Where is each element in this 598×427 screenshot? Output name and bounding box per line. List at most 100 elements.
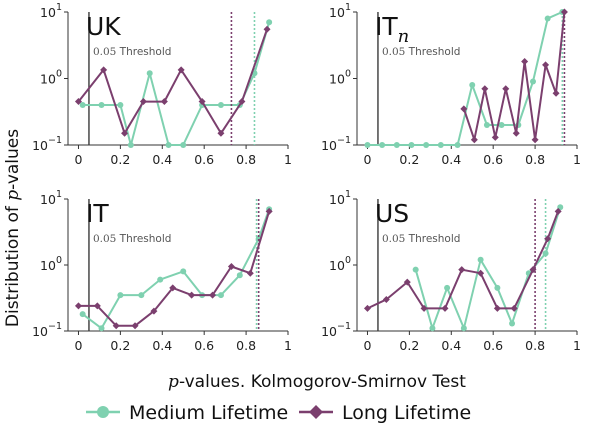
data-point: [470, 136, 478, 144]
x-tick-label: 0: [74, 152, 82, 167]
data-point: [552, 89, 560, 97]
data-point: [542, 61, 550, 69]
y-tick-label: 101: [329, 189, 351, 207]
series-long-lifetime: [74, 12, 271, 145]
panel-title: ITn: [375, 12, 409, 47]
x-tick-label: 0.2: [110, 338, 130, 353]
panel-uk: 0 0.2 0.4 0.6 0.8 1 10−1 100 101 0.05 Threshold UK: [32, 2, 292, 167]
x-tick-label: 1: [284, 338, 292, 353]
x-tick-label: 0.8: [525, 338, 545, 353]
data-point: [403, 278, 411, 286]
series-long-lifetime: [460, 8, 568, 145]
data-point: [408, 142, 415, 148]
x-tick-label: 0.2: [399, 152, 419, 167]
data-point: [100, 66, 108, 74]
x-tick-label: 0.6: [483, 338, 503, 353]
data-point: [530, 78, 536, 85]
data-point: [441, 304, 449, 312]
y-tick-label: 100: [329, 255, 351, 273]
data-point: [491, 133, 499, 141]
legend-label: Medium Lifetime: [129, 402, 288, 424]
data-point: [217, 292, 224, 299]
x-tick-label: 0.6: [194, 338, 214, 353]
data-point: [423, 142, 430, 148]
x-tick-label: 0.8: [525, 152, 545, 167]
y-tick-label: 100: [40, 255, 62, 273]
data-point: [93, 302, 101, 310]
legend-item-long-lifetime: Long Lifetime: [299, 402, 471, 424]
x-tick-label: 0.6: [483, 152, 503, 167]
data-point: [157, 276, 164, 283]
data-point: [165, 142, 172, 148]
series-line: [414, 206, 562, 330]
data-point: [246, 269, 254, 277]
data-point: [266, 19, 273, 26]
y-tick-label: 10−1: [32, 135, 62, 153]
data-point: [121, 129, 129, 137]
data-point: [481, 85, 489, 93]
data-point: [117, 292, 124, 299]
threshold-label: 0.05 Threshold: [93, 233, 171, 245]
x-tick-label: 0.2: [110, 152, 130, 167]
x-tick-label: 0: [363, 338, 371, 353]
panel-title: US: [375, 199, 409, 228]
panel-us: 0 0.2 0.4 0.6 0.8 1 10−1 100 101 0.05 Threshold US: [321, 189, 581, 353]
legend: Medium Lifetime Long Lifetime: [86, 402, 471, 424]
threshold-label: 0.05 Threshold: [382, 233, 460, 245]
data-point: [198, 98, 206, 106]
data-point: [460, 325, 467, 332]
data-point: [542, 250, 549, 257]
data-point: [509, 320, 516, 327]
series-medium-lifetime: [364, 9, 566, 148]
data-point: [364, 142, 371, 148]
data-point: [544, 15, 551, 22]
data-point: [529, 266, 537, 274]
data-point: [437, 142, 444, 148]
data-point: [227, 262, 235, 270]
data-point: [363, 304, 371, 312]
data-point: [460, 105, 468, 113]
series-long-lifetime: [363, 199, 562, 331]
data-point: [502, 85, 510, 93]
series-line: [77, 28, 268, 135]
data-point: [544, 235, 552, 243]
data-point: [177, 66, 185, 74]
data-point: [74, 98, 82, 106]
data-point: [379, 142, 386, 148]
x-tick-label: 0.8: [236, 338, 256, 353]
y-tick-label: 100: [329, 69, 351, 87]
data-point: [236, 272, 243, 279]
data-point: [180, 142, 187, 148]
data-point: [454, 142, 461, 148]
x-tick-label: 0.4: [441, 152, 461, 167]
panel-itn: 0 0.2 0.4 0.6 0.8 1 10−1 100 101 0.05 ThresholdIT…: [321, 2, 581, 167]
data-point: [493, 304, 501, 312]
data-point: [420, 304, 428, 312]
x-tick-label: 0.2: [399, 338, 419, 353]
x-tick-label: 1: [573, 152, 581, 167]
data-point: [531, 136, 539, 144]
panel-it: 0 0.2 0.4 0.6 0.8 1 10−1 100 101 0.05 Threshold IT: [32, 189, 292, 353]
y-axis-label: Distribution of p-values: [3, 129, 23, 327]
series-line: [462, 11, 566, 141]
data-point: [217, 129, 225, 137]
data-point: [521, 58, 529, 66]
data-point: [512, 129, 520, 137]
y-tick-label: 101: [40, 2, 62, 20]
data-point: [483, 121, 490, 128]
series-long-lifetime: [74, 199, 273, 331]
legend-marker: [97, 406, 109, 418]
data-point: [265, 207, 273, 215]
x-tick-label: 0.4: [152, 338, 172, 353]
data-point: [510, 304, 518, 312]
legend-label: Long Lifetime: [342, 402, 471, 424]
data-point: [263, 25, 271, 33]
data-point: [382, 296, 390, 304]
data-point: [98, 325, 105, 332]
data-point: [498, 121, 505, 128]
y-tick-label: 101: [329, 2, 351, 20]
data-point: [139, 98, 147, 106]
x-tick-label: 1: [573, 338, 581, 353]
